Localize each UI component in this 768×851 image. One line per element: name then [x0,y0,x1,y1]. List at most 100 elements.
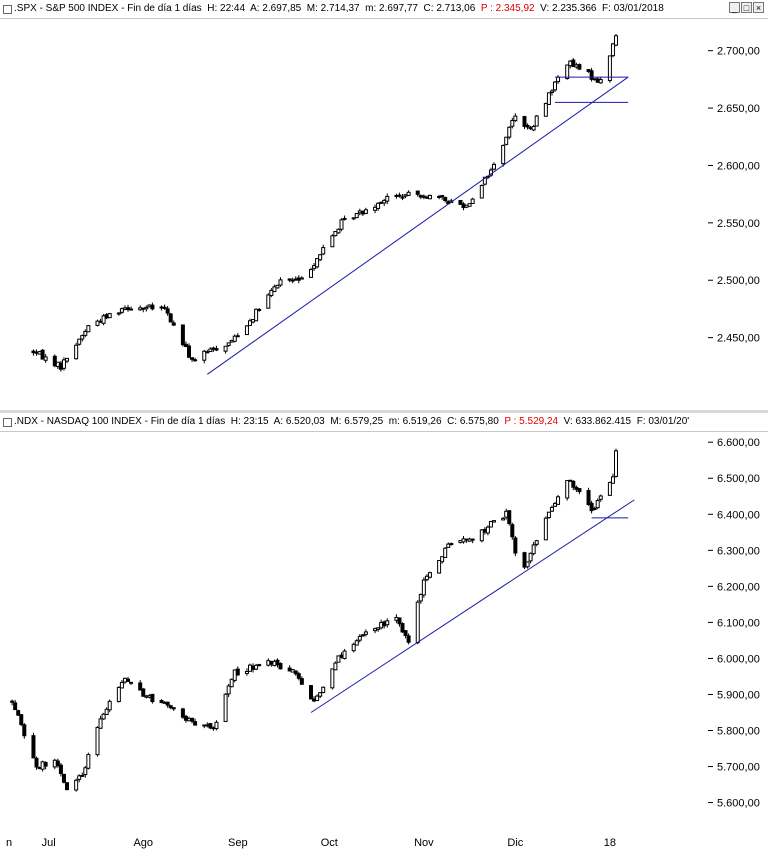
ndx-candle [95,726,100,757]
spx-candle [534,115,539,127]
ndx-candle [40,760,45,772]
ndx-candle [485,525,490,536]
spx-candle [65,357,69,364]
panel-icon[interactable] [3,5,12,14]
ndx-candle [403,630,408,639]
ndx-p: P : 5.529,24 [504,416,559,427]
spx-candle [321,244,326,256]
spx-header-text: .SPX - S&P 500 INDEX - Fin de día 1 días… [14,3,664,14]
ndx-candle [190,717,195,724]
ndx-candle [522,551,527,570]
ndx-candle [507,509,512,526]
ndx-candle [418,593,423,604]
spx-candle [150,302,155,311]
ndx-y-tick-label: 6.200,00 [717,581,760,593]
ndx-candle [543,516,548,541]
spx-candle [342,215,347,221]
ndx-candle [589,500,594,514]
spx-candle [443,196,448,203]
ndx-y-tick-label: 5.900,00 [717,689,760,701]
spx-candle [501,144,506,167]
ndx-candle [513,536,518,557]
ndx-chart[interactable]: 5.600,00 5.700,00 5.800,00 5.900,00 6.000,00… [0,413,768,851]
spx-candle [208,347,213,353]
ndx-y-tick-label: 6.100,00 [717,617,760,629]
ndx-candle [309,685,313,700]
spx-candle [589,67,594,82]
panel-icon[interactable] [3,418,12,427]
spx-candle [266,293,271,309]
ndx-candle [394,614,399,624]
ndx-time: H: 23:15 [230,416,269,427]
spx-candle [235,333,240,338]
spx-candle [77,338,82,346]
spx-candle [330,234,335,248]
ndx-candle [427,571,432,579]
spx-candle [214,345,219,352]
ndx-candle [19,714,24,727]
ndx-candle [492,520,496,523]
ndx-candle [607,481,612,496]
ndx-candle [65,781,69,791]
spx-candle [577,63,582,71]
panel-divider[interactable] [0,410,768,413]
ndx-candle [376,627,381,632]
spx-trendline[interactable] [207,76,629,375]
ndx-candle [440,556,445,564]
ndx-candle [10,699,15,706]
spx-candle [183,341,188,348]
spx-y-tick-label: 2.550,00 [717,218,760,230]
ndx-candle [571,480,576,491]
spx-candle [162,304,167,310]
spx-candle [549,89,554,96]
ndx-candle [614,448,618,478]
spx-chart[interactable]: 2.450,00 2.500,00 2.550,00 2.600,00 2.650,00… [0,0,768,410]
spx-candle [116,312,121,316]
spx-candle [296,275,301,284]
ndx-candle [443,547,448,558]
spx-candle [610,42,615,58]
ndx-candle [98,715,103,730]
spx-candle [144,305,149,312]
ndx-candle [336,655,341,663]
maximize-icon[interactable]: □ [741,2,752,13]
spx-candle [287,278,292,283]
ndx-trendline[interactable] [310,499,635,713]
ndx-candle [479,529,484,543]
ndx-candle [86,752,91,770]
spx-candle [318,254,323,262]
spx-candle [614,34,618,47]
spx-candle [223,345,228,354]
spx-candle [248,318,252,326]
spx-low: m: 2.697,77 [365,3,418,14]
spx-candle [351,217,356,221]
ndx-candle [437,560,442,574]
close-icon[interactable]: × [753,2,764,13]
x-axis-label: Oct [321,837,338,849]
x-axis-label: Dic [507,837,523,849]
ndx-candle [257,663,262,667]
ndx-candle [165,701,170,708]
ndx-candle [34,756,39,770]
ndx-candle [229,678,234,688]
spx-candle [546,92,551,105]
ndx-candle [101,712,106,720]
spx-close: C: 2.713,06 [423,3,476,14]
spx-candle [418,194,423,200]
spx-volume: V: 2.235.366 [540,3,597,14]
ndx-candle [510,522,515,540]
spx-candle [333,231,338,237]
spx-candle [522,115,527,129]
ndx-candle [421,577,426,598]
spx-candle [406,190,411,196]
ndx-volume: V: 633.862.415 [563,416,632,427]
ndx-candle [586,487,591,506]
ndx-y-tick-label: 6.400,00 [717,509,760,521]
ndx-candle [351,642,356,653]
spx-candle [507,126,512,140]
spx-candle [458,199,463,205]
minimize-icon[interactable]: _ [729,2,740,13]
ndx-candle [168,704,173,710]
ndx-candle [287,665,292,672]
spx-candle [129,306,134,311]
